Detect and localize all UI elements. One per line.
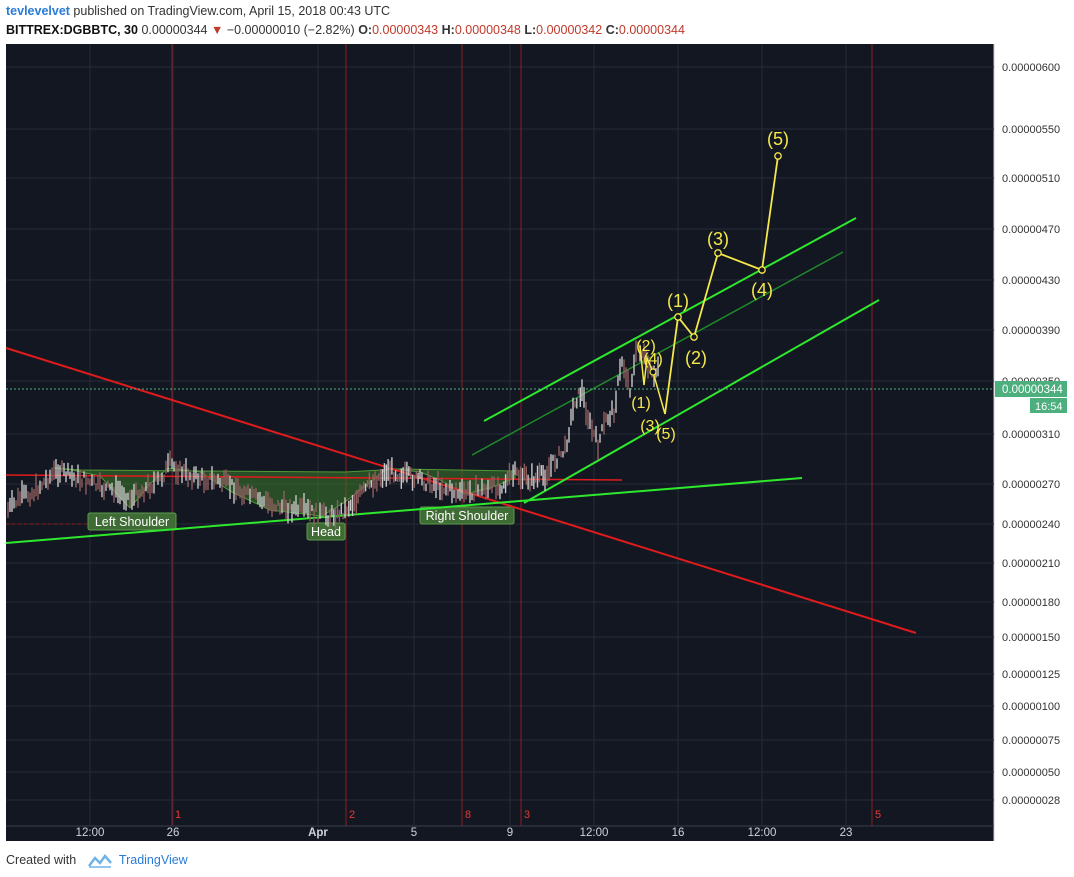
- wave-point: [690, 333, 698, 341]
- y-tick-label: 0.00000075: [1002, 735, 1060, 747]
- y-tick-label: 0.00000430: [1002, 275, 1060, 287]
- channel-lower-line: [523, 299, 880, 504]
- trendlines: [5, 217, 917, 634]
- x-tick-label: 5: [411, 827, 417, 839]
- x-tick-label: 16: [672, 827, 685, 839]
- plot-background: [6, 44, 994, 841]
- pattern-label: Left Shoulder: [95, 515, 169, 529]
- x-tick-label: 9: [507, 827, 513, 839]
- wave-point: [774, 152, 782, 160]
- elliott-waves: (1) (2) (3) (4) (5) (1) (2) (3) (4) (5): [631, 129, 789, 443]
- wave-point: [674, 313, 682, 321]
- low-value: 0.00000342: [536, 23, 603, 37]
- cycle-label: 5: [875, 809, 881, 821]
- wave-label-small: (3): [640, 418, 660, 435]
- cycle-label: 2: [349, 809, 355, 821]
- tradingview-logo-icon: [87, 853, 112, 868]
- ohlc-line: BITTREX:DGBBTC, 30 0.00000344 ▼ −0.00000…: [6, 21, 1066, 40]
- close-value: 0.00000344: [618, 23, 685, 37]
- last-price-badge: [995, 381, 1067, 397]
- author-link[interactable]: tevlevelvet: [6, 4, 70, 18]
- symbol-label: BITTREX:DGBBTC, 30: [6, 23, 138, 37]
- pattern-label-box: [87, 512, 177, 531]
- last-price: 0.00000344: [141, 23, 208, 37]
- pattern-label-box: [419, 506, 515, 525]
- wave-label-small: (5): [656, 426, 676, 443]
- price-change: −0.00000010 (−2.82%): [226, 23, 355, 37]
- wave-point: [714, 249, 722, 257]
- close-label: C:: [605, 23, 619, 37]
- y-tick-label: 0.00000100: [1002, 701, 1060, 713]
- y-tick-label: 0.00000270: [1002, 479, 1060, 491]
- high-value: 0.00000348: [454, 23, 521, 37]
- x-tick-label: 12:00: [580, 827, 609, 839]
- wave-label-large: (3): [707, 229, 729, 249]
- cycle-lines: 1 2 8 3 5: [171, 44, 881, 826]
- x-tick-label: 12:00: [748, 827, 777, 839]
- small-wave-path: [639, 345, 666, 415]
- tradingview-link[interactable]: TradingView: [118, 853, 188, 867]
- wave-point: [758, 266, 766, 274]
- y-tick-label: 0.00000240: [1002, 519, 1060, 531]
- pattern-label: Head: [311, 525, 341, 539]
- x-tick-label: 23: [840, 827, 853, 839]
- cycle-label: 1: [175, 809, 181, 821]
- y-tick-label: 0.00000470: [1002, 224, 1060, 236]
- last-price-badge-text: 0.00000344: [1002, 384, 1063, 396]
- y-tick-label: 0.00000125: [1002, 669, 1060, 681]
- y-tick-label: 0.00000510: [1002, 173, 1060, 185]
- x-tick-label: 12:00: [76, 827, 105, 839]
- chart-header: tevlevelvet published on TradingView.com…: [6, 2, 1066, 40]
- falling-red-trendline: [5, 347, 917, 634]
- y-tick-label: 0.00000600: [1002, 62, 1060, 74]
- wave-label-large: (5): [767, 129, 789, 149]
- y-tick-label: 0.00000050: [1002, 767, 1060, 779]
- countdown-badge: [1030, 398, 1067, 413]
- y-tick-label: 0.00000390: [1002, 325, 1060, 337]
- channel-upper-line: [483, 217, 857, 422]
- countdown-badge-text: 16:54: [1035, 401, 1063, 413]
- channel-middle-line: [471, 251, 844, 456]
- x-tick-label: Apr: [308, 827, 328, 839]
- wave-label-small: (4): [643, 351, 663, 368]
- x-tick-label: 26: [167, 827, 180, 839]
- y-axis-ticks: 0.00000600 0.00000550 0.00000510 0.00000470…: [1002, 62, 1060, 807]
- open-value: 0.00000343: [372, 23, 439, 37]
- open-label: O:: [358, 23, 373, 37]
- wave-label-large: (2): [685, 348, 707, 368]
- wave-point: [649, 368, 657, 376]
- wave-label-large: (1): [667, 291, 689, 311]
- down-arrow-icon: ▼: [210, 23, 224, 37]
- cycle-label: 8: [465, 809, 471, 821]
- x-axis-ticks: 12:00 26 Apr 5 9 12:00 16 12:00 23: [76, 827, 853, 839]
- price-series: [7, 340, 659, 531]
- published-text: published on TradingView.com, April 15, …: [73, 4, 391, 18]
- footer: Created with TradingView: [6, 850, 188, 870]
- y-tick-label: 0.00000550: [1002, 124, 1060, 136]
- y-tick-label: 0.00000028: [1002, 795, 1060, 807]
- large-wave-path: [664, 155, 779, 415]
- y-tick-label: 0.00000210: [1002, 558, 1060, 570]
- created-with-text: Created with: [6, 853, 77, 867]
- y-tick-label: 0.00000180: [1002, 597, 1060, 609]
- high-label: H:: [441, 23, 455, 37]
- pattern-label: Right Shoulder: [426, 509, 509, 523]
- cycle-label: 3: [524, 809, 530, 821]
- wave-label-small: (2): [636, 338, 656, 355]
- price-axis: [994, 44, 1072, 841]
- price-chart[interactable]: 1 2 8 3 5 Left Shoulder Head Right Shoulder (1…: [0, 40, 1074, 844]
- price-badges: 0.00000344 16:54: [6, 381, 1067, 413]
- y-tick-label: 0.00000150: [1002, 632, 1060, 644]
- wave-label-small: (1): [631, 395, 651, 412]
- y-tick-label: 0.00000310: [1002, 429, 1060, 441]
- publish-line: tevlevelvet published on TradingView.com…: [6, 2, 1066, 21]
- rising-green-trendline: [5, 477, 803, 544]
- low-label: L:: [524, 23, 537, 37]
- wave-label-large: (4): [751, 280, 773, 300]
